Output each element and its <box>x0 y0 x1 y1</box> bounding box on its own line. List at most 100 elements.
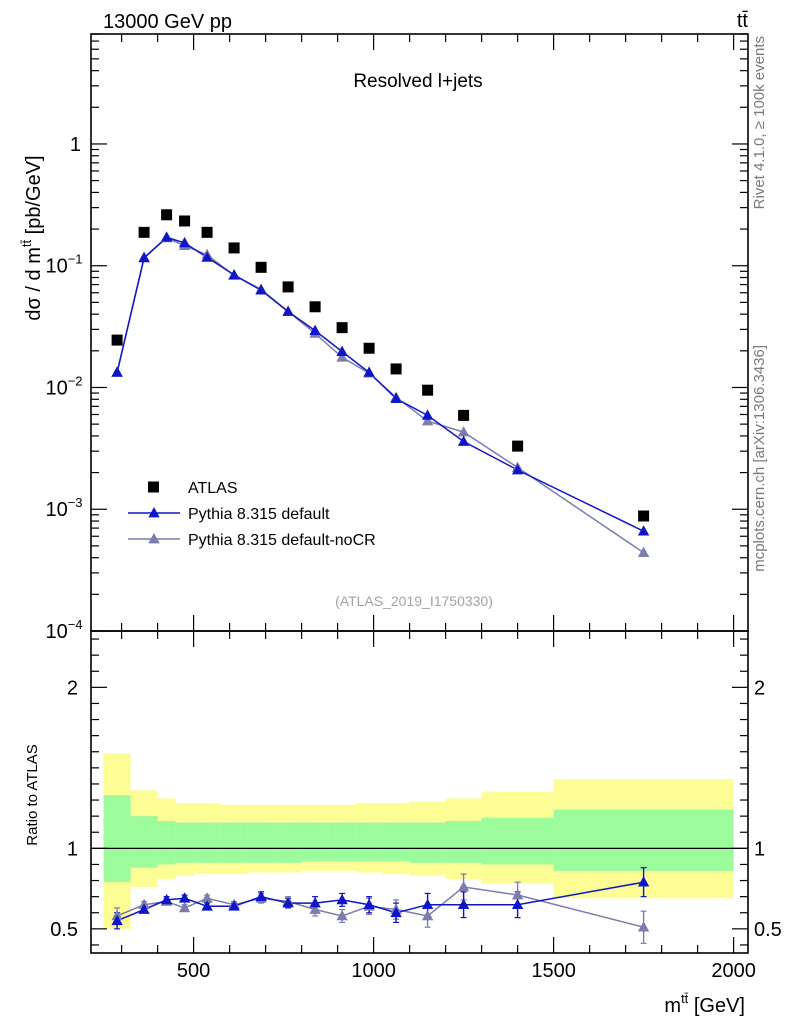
main-point-atlas <box>390 363 402 375</box>
main-point-pythia-8-315-default <box>160 231 173 242</box>
ratio-point-pythia-8-315-default <box>637 876 650 887</box>
ratio-inner-band-bin <box>157 820 176 865</box>
main-point-atlas <box>179 215 191 227</box>
ratio-y-tick-label-right: 0.5 <box>754 919 782 941</box>
ratio-point-pythia-8-315-default <box>511 898 524 910</box>
ratio-inner-band-bin <box>220 822 248 863</box>
ratio-y-tick-label-right: 2 <box>754 677 765 699</box>
ratio-point-pythia-8-315-default <box>309 897 321 908</box>
main-point-atlas <box>638 510 650 522</box>
main-point-pythia-8-315-default <box>111 366 123 377</box>
ratio-panel: 0.5 0.5 1 1 2 2 500 1000 1500 2000 Ratio to ATLAS… <box>24 630 782 1017</box>
main-point-pythia-8-315-default <box>138 251 150 263</box>
ratio-inner-band-bin <box>481 817 554 865</box>
ratio-y-tick-label-right: 1 <box>754 838 765 860</box>
main-point-pythia-8-315-default <box>309 324 321 335</box>
ratio-point-pythia-8-315-default <box>255 890 267 901</box>
main-point-pythia-8-315-default <box>457 435 470 446</box>
legend-marker-atlas <box>148 481 159 493</box>
legend-marker-pythia-8-315-default <box>148 507 160 518</box>
ratio-series-marks <box>111 876 650 932</box>
ratio-point-pythia-8-315-default <box>421 898 434 910</box>
rivet-version-label: Rivet 4.1.0, ≥ 100k events <box>751 36 768 209</box>
x-tick-label: 1500 <box>531 960 576 982</box>
main-line-pythia-8-315-default <box>116 236 644 532</box>
legend-label-pythia-8-315-default: Pythia 8.315 default <box>188 506 330 523</box>
legend-label-pythia-8-315-default-nocr: Pythia 8.315 default-noCR <box>188 532 376 549</box>
ratio-y-tick-label-left: 0.5 <box>50 919 78 941</box>
ratio-inner-band-bin <box>445 820 482 863</box>
ratio-point-pythia-8-315-default-nocr <box>637 921 650 932</box>
ratio-point-pythia-8-315-default <box>336 893 348 905</box>
mcplots-label: mcplots.cern.ch [arXiv:1306.3436] <box>751 345 768 572</box>
ratio-inner-band-bin <box>382 822 410 862</box>
main-point-pythia-8-315-default <box>511 464 524 475</box>
ratio-y-tick-label-left: 1 <box>67 838 78 860</box>
main-point-pythia-8-315-default <box>201 251 213 262</box>
legend-marker-pythia-8-315-default-nocr <box>148 533 160 544</box>
main-y-tick-label: 10−2 <box>45 373 82 399</box>
main-point-pythia-8-315-default <box>228 268 240 280</box>
ratio-inner-band-bin <box>355 822 383 862</box>
ratio-point-pythia-8-315-default <box>228 900 240 911</box>
main-point-pythia-8-315-default <box>637 525 650 536</box>
ratio-line-pythia-8-315-default <box>116 881 644 922</box>
ratio-point-pythia-8-315-default <box>178 892 191 903</box>
main-point-pythia-8-315-default <box>390 392 402 403</box>
main-point-atlas <box>255 261 267 273</box>
ratio-point-pythia-8-315-default <box>457 898 470 910</box>
main-point-atlas <box>282 281 294 293</box>
energy-label: 13000 GeV pp <box>103 11 232 33</box>
main-y-tick-label: 1 <box>70 134 81 156</box>
analysis-id-label: (ATLAS_2019_I1750330) <box>335 593 493 609</box>
main-point-pythia-8-315-default-nocr <box>637 546 650 557</box>
ratio-frame-ticks <box>91 631 748 953</box>
main-point-atlas <box>422 384 434 396</box>
ratio-tick-labels: 0.5 0.5 1 1 2 2 500 1000 1500 2000 <box>50 677 782 982</box>
main-line-pythia-8-315-default-nocr <box>116 237 645 554</box>
main-point-atlas <box>458 409 470 421</box>
process-label: tt̄ <box>737 10 749 32</box>
legend: ATLAS Pythia 8.315 default Pythia 8.315 de… <box>128 480 376 549</box>
main-y-tick-label: 10−3 <box>45 495 82 521</box>
ratio-inner-band-bin <box>409 822 446 863</box>
ratio-point-pythia-8-315-default-nocr <box>457 880 470 892</box>
x-axis-label: mtt̄ [GeV] <box>664 991 745 1017</box>
main-panel: 10−4 10−3 10−2 10−1 1 Resolved l+jets (ATLAS… <box>19 33 749 643</box>
ratio-inner-band-bin <box>175 822 194 863</box>
ratio-point-pythia-8-315-default <box>160 893 173 905</box>
ratio-inner-band-bin <box>274 822 302 863</box>
main-point-atlas <box>201 226 213 238</box>
ratio-point-pythia-8-315-default-nocr <box>178 901 191 913</box>
main-point-atlas <box>336 322 348 334</box>
ratio-uncertainty-bands <box>103 753 734 929</box>
legend-label-atlas: ATLAS <box>188 480 238 497</box>
main-point-pythia-8-315-default-nocr <box>336 351 348 362</box>
ratio-point-pythia-8-315-default <box>390 906 402 918</box>
main-point-atlas <box>111 334 123 346</box>
main-plot-title: Resolved l+jets <box>353 71 482 92</box>
ratio-point-pythia-8-315-default <box>282 897 294 908</box>
ratio-line-pythia-8-315-default-nocr <box>116 886 644 928</box>
ratio-frame <box>90 630 749 954</box>
main-point-pythia-8-315-default <box>255 284 267 295</box>
main-point-atlas <box>512 440 524 452</box>
ratio-point-pythia-8-315-default <box>201 900 213 911</box>
ratio-point-pythia-8-315-default-nocr <box>201 892 213 903</box>
ratio-point-pythia-8-315-default-nocr <box>309 903 321 914</box>
main-point-pythia-8-315-default <box>421 409 434 420</box>
main-frame-ticks <box>91 33 748 632</box>
main-series-marks <box>111 209 650 557</box>
main-point-pythia-8-315-default-nocr <box>457 426 470 437</box>
main-series-lines <box>116 236 645 554</box>
main-point-pythia-8-315-default <box>336 345 348 356</box>
ratio-inner-band-bin <box>553 809 734 871</box>
ratio-point-pythia-8-315-default-nocr <box>336 909 348 921</box>
main-point-atlas <box>363 342 375 354</box>
x-tick-label: 2000 <box>711 960 756 982</box>
ratio-inner-band-bin <box>193 822 221 863</box>
ratio-point-pythia-8-315-default <box>138 903 150 914</box>
main-point-atlas <box>309 301 321 313</box>
main-y-tick-labels: 10−4 10−3 10−2 10−1 1 <box>45 134 82 643</box>
